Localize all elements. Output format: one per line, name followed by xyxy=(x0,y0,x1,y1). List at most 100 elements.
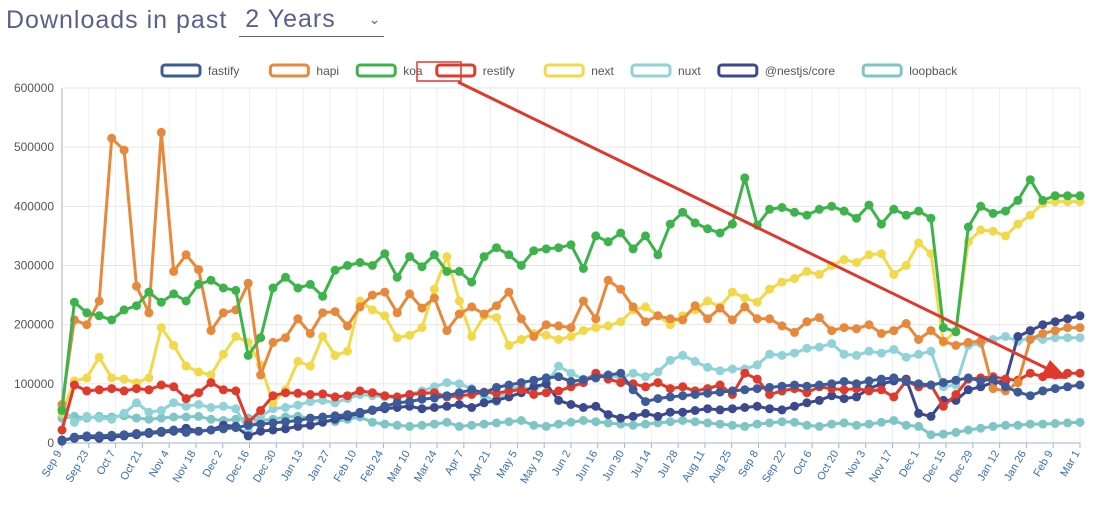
data-point[interactable] xyxy=(802,420,812,430)
data-point[interactable] xyxy=(293,314,303,324)
data-point[interactable] xyxy=(988,384,998,394)
data-point[interactable] xyxy=(876,385,886,395)
data-point[interactable] xyxy=(963,425,973,435)
data-point[interactable] xyxy=(566,368,576,378)
data-point[interactable] xyxy=(94,296,104,306)
data-point[interactable] xyxy=(765,418,775,428)
data-point[interactable] xyxy=(206,370,216,380)
data-point[interactable] xyxy=(628,368,638,378)
data-point[interactable] xyxy=(790,401,799,411)
data-point[interactable] xyxy=(641,419,650,429)
data-point[interactable] xyxy=(1025,210,1035,220)
data-point[interactable] xyxy=(169,382,179,392)
data-point[interactable] xyxy=(839,377,849,386)
data-point[interactable] xyxy=(616,378,626,388)
data-point[interactable] xyxy=(1025,368,1035,378)
data-point[interactable] xyxy=(132,398,141,408)
data-point[interactable] xyxy=(790,417,799,427)
data-point[interactable] xyxy=(839,206,849,216)
data-point[interactable] xyxy=(442,252,452,262)
data-point[interactable] xyxy=(1025,326,1035,336)
data-point[interactable] xyxy=(603,275,613,285)
data-point[interactable] xyxy=(492,382,501,392)
data-point[interactable] xyxy=(181,361,191,371)
data-point[interactable] xyxy=(1013,420,1023,430)
data-point[interactable] xyxy=(839,394,849,404)
data-point[interactable] xyxy=(405,397,415,407)
data-point[interactable] xyxy=(318,389,328,399)
data-point[interactable] xyxy=(603,237,613,247)
data-point[interactable] xyxy=(392,398,402,408)
data-point[interactable] xyxy=(305,397,315,407)
data-point[interactable] xyxy=(392,272,402,282)
data-point[interactable] xyxy=(454,400,464,409)
data-point[interactable] xyxy=(926,249,936,259)
data-point[interactable] xyxy=(665,417,675,427)
data-point[interactable] xyxy=(715,380,725,390)
data-point[interactable] xyxy=(206,414,216,424)
data-point[interactable] xyxy=(107,414,117,424)
data-point[interactable] xyxy=(777,203,787,212)
data-point[interactable] xyxy=(752,401,762,411)
data-point[interactable] xyxy=(293,356,303,366)
data-point[interactable] xyxy=(355,386,365,396)
data-point[interactable] xyxy=(169,266,179,276)
data-point[interactable] xyxy=(703,418,713,428)
data-point[interactable] xyxy=(926,430,936,440)
data-point[interactable] xyxy=(653,311,663,321)
data-point[interactable] xyxy=(566,417,576,427)
data-point[interactable] xyxy=(864,419,874,429)
data-point[interactable] xyxy=(827,391,837,401)
data-point[interactable] xyxy=(94,311,104,321)
data-point[interactable] xyxy=(914,349,924,359)
data-point[interactable] xyxy=(641,382,650,392)
data-point[interactable] xyxy=(1075,311,1085,321)
data-point[interactable] xyxy=(367,290,377,300)
data-point[interactable] xyxy=(119,305,129,315)
data-point[interactable] xyxy=(1025,419,1035,429)
data-point[interactable] xyxy=(194,279,204,289)
data-point[interactable] xyxy=(144,308,154,318)
data-point[interactable] xyxy=(690,417,700,427)
data-point[interactable] xyxy=(591,373,601,383)
data-point[interactable] xyxy=(293,283,303,293)
data-point[interactable] xyxy=(1063,314,1073,324)
data-point[interactable] xyxy=(628,411,638,421)
data-point[interactable] xyxy=(1001,332,1010,341)
data-point[interactable] xyxy=(752,297,762,307)
data-point[interactable] xyxy=(628,244,638,254)
data-point[interactable] xyxy=(765,404,775,414)
data-point[interactable] xyxy=(665,392,675,402)
data-point[interactable] xyxy=(1001,374,1010,384)
data-point[interactable] xyxy=(690,301,700,311)
data-point[interactable] xyxy=(703,296,713,306)
data-point[interactable] xyxy=(678,416,688,425)
data-point[interactable] xyxy=(504,380,514,390)
data-point[interactable] xyxy=(790,348,799,358)
data-point[interactable] xyxy=(541,244,551,254)
data-point[interactable] xyxy=(231,414,241,424)
data-point[interactable] xyxy=(641,317,650,327)
data-point[interactable] xyxy=(367,417,377,427)
data-point[interactable] xyxy=(429,419,439,429)
data-point[interactable] xyxy=(169,412,179,422)
data-point[interactable] xyxy=(132,384,141,394)
data-point[interactable] xyxy=(516,385,526,395)
data-point[interactable] xyxy=(1038,320,1048,330)
data-point[interactable] xyxy=(1050,419,1060,428)
data-point[interactable] xyxy=(94,431,104,441)
data-point[interactable] xyxy=(578,403,588,412)
data-point[interactable] xyxy=(119,145,129,155)
data-point[interactable] xyxy=(442,417,452,427)
data-point[interactable] xyxy=(765,349,775,359)
data-point[interactable] xyxy=(454,296,464,306)
data-point[interactable] xyxy=(752,360,762,370)
data-point[interactable] xyxy=(876,329,886,338)
data-point[interactable] xyxy=(653,250,663,260)
data-point[interactable] xyxy=(144,385,154,395)
data-point[interactable] xyxy=(852,392,861,402)
data-point[interactable] xyxy=(442,326,452,336)
data-point[interactable] xyxy=(281,417,290,427)
data-point[interactable] xyxy=(951,427,961,437)
data-point[interactable] xyxy=(479,309,489,319)
